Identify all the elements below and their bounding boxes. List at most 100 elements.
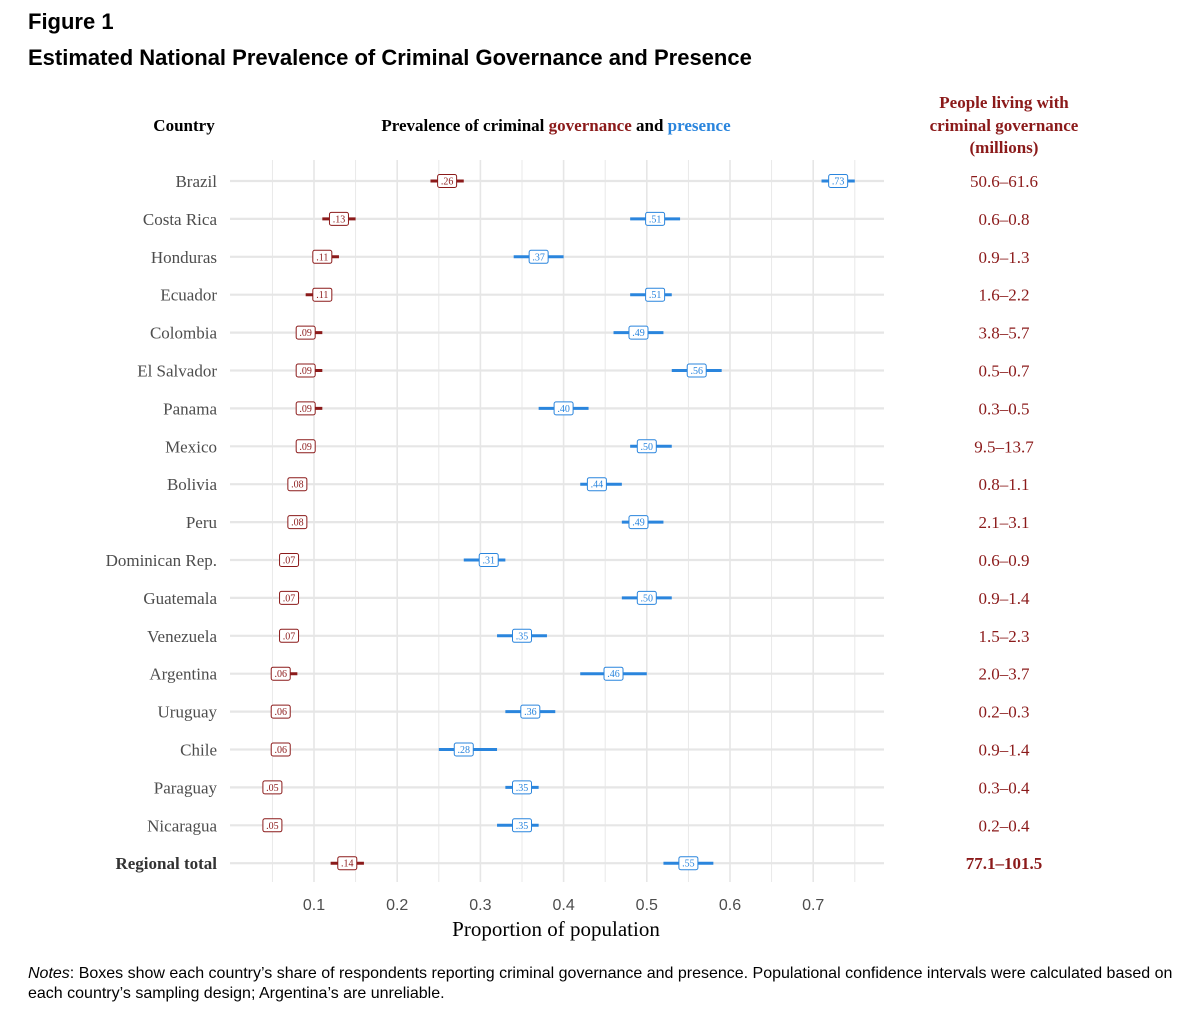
gov-point-box — [262, 818, 283, 833]
country-label: Chile — [180, 741, 217, 760]
x-tick-label: 0.2 — [386, 897, 408, 914]
prevalence-header-governance: governance — [549, 116, 633, 135]
x-tick-label: 0.4 — [552, 897, 574, 914]
governance-value-label: .06 — [274, 707, 287, 718]
presence-value-label: .35 — [516, 821, 529, 832]
country-label: Ecuador — [160, 286, 217, 305]
pres-point-box — [512, 780, 532, 795]
notes-text: : Boxes show each country’s share of res… — [28, 965, 1173, 1002]
country-label: Panama — [163, 399, 217, 418]
x-tick-label: 0.7 — [802, 897, 824, 914]
x-axis: 0.1 0.2 0.3 0.4 0.5 0.6 0.7 — [303, 897, 825, 914]
figure-label: Figure 1 — [28, 9, 114, 34]
gov-point-box — [295, 363, 316, 378]
country-row: Ecuador .11 .51 1.6–2.2 — [160, 286, 1029, 305]
millions-value: 0.9–1.3 — [979, 248, 1030, 267]
country-row: Colombia .09 .49 3.8–5.7 — [150, 324, 1030, 343]
figure-title: Estimated National Prevalence of Crimina… — [28, 45, 752, 70]
notes-label: Notes — [28, 965, 70, 982]
governance-value-label: .05 — [266, 783, 279, 794]
gov-point-box — [312, 249, 333, 264]
gov-point-box — [279, 553, 300, 567]
country-label: Argentina — [149, 665, 217, 684]
presence-value-label: .28 — [458, 745, 471, 756]
country-label: Venezuela — [147, 627, 217, 646]
country-row: Venezuela .07 .35 1.5–2.3 — [147, 627, 1029, 646]
governance-value-label: .09 — [299, 442, 312, 453]
pres-point-box — [603, 666, 624, 681]
pres-point-box — [586, 477, 607, 492]
pres-point-box — [478, 553, 499, 567]
pres-point-box — [512, 628, 532, 643]
grid-layer — [230, 160, 884, 882]
gov-point-box — [270, 704, 291, 719]
x-tick-label: 0.5 — [636, 897, 658, 914]
presence-value-label: .31 — [482, 556, 495, 567]
governance-value-label: .07 — [283, 631, 296, 642]
millions-value: 0.8–1.1 — [979, 475, 1030, 494]
header-layer: Country Prevalence of criminal governanc… — [153, 93, 1079, 157]
presence-value-label: .35 — [516, 783, 529, 794]
country-label: Bolivia — [167, 475, 218, 494]
pres-point-box — [628, 515, 649, 530]
country-row: Mexico .09 .50 9.5–13.7 — [165, 437, 1034, 456]
country-row: Bolivia .08 .44 0.8–1.1 — [167, 475, 1030, 494]
country-row: Costa Rica .13 .51 0.6–0.8 — [143, 210, 1030, 229]
country-label: Guatemala — [143, 589, 217, 608]
country-label: El Salvador — [137, 362, 217, 381]
gov-point-box — [312, 287, 333, 302]
millions-value: 77.1–101.5 — [966, 854, 1043, 873]
country-label: Uruguay — [158, 703, 218, 722]
governance-value-label: .11 — [316, 252, 328, 263]
presence-value-label: .50 — [641, 593, 654, 604]
millions-value: 0.5–0.7 — [979, 362, 1031, 381]
governance-value-label: .07 — [283, 556, 296, 567]
millions-value: 0.9–1.4 — [979, 741, 1031, 760]
people-header-line3: (millions) — [970, 138, 1039, 157]
governance-value-label: .06 — [274, 669, 287, 680]
country-label: Mexico — [165, 437, 217, 456]
millions-value: 0.3–0.4 — [979, 778, 1031, 797]
millions-value: 0.2–0.3 — [979, 703, 1030, 722]
pres-point-box — [636, 590, 657, 605]
presence-value-label: .40 — [557, 404, 570, 415]
prevalence-chart: Country Prevalence of criminal governanc… — [106, 93, 1079, 941]
notes: Notes: Boxes show each country’s share o… — [28, 964, 1178, 1004]
country-row: Uruguay .06 .36 0.2–0.3 — [158, 703, 1030, 722]
country-label: Nicaragua — [147, 816, 217, 835]
presence-value-label: .37 — [532, 252, 545, 263]
prevalence-header-and: and — [632, 116, 668, 135]
presence-value-label: .56 — [690, 366, 703, 377]
gov-point-box — [337, 856, 358, 871]
presence-value-label: .36 — [524, 707, 537, 718]
governance-value-label: .09 — [299, 328, 312, 339]
presence-value-label: .73 — [832, 177, 845, 188]
governance-value-label: .08 — [291, 518, 304, 529]
presence-value-label: .44 — [591, 480, 604, 491]
governance-value-label: .26 — [441, 177, 454, 188]
presence-value-label: .46 — [607, 669, 620, 680]
millions-value: 3.8–5.7 — [979, 324, 1031, 343]
gov-point-box — [279, 590, 300, 605]
gov-point-box — [270, 666, 291, 681]
country-row: Panama .09 .40 0.3–0.5 — [163, 399, 1029, 418]
millions-value: 0.6–0.8 — [979, 210, 1030, 229]
gov-point-box — [262, 780, 283, 795]
millions-value: 50.6–61.6 — [970, 172, 1038, 191]
governance-value-label: .08 — [291, 480, 304, 491]
country-row: Guatemala .07 .50 0.9–1.4 — [143, 589, 1030, 608]
x-tick-label: 0.6 — [719, 897, 741, 914]
presence-value-label: .50 — [641, 442, 654, 453]
millions-value: 0.3–0.5 — [979, 399, 1030, 418]
pres-point-box — [528, 249, 549, 264]
gov-point-box — [287, 515, 308, 530]
pres-point-box — [645, 211, 666, 226]
governance-value-label: .05 — [266, 821, 279, 832]
governance-value-label: .09 — [299, 366, 312, 377]
pres-point-box — [512, 818, 532, 833]
country-label: Paraguay — [154, 778, 218, 797]
millions-value: 1.5–2.3 — [979, 627, 1030, 646]
presence-value-label: .51 — [649, 214, 662, 225]
gov-point-box — [437, 174, 458, 188]
country-label: Dominican Rep. — [106, 551, 217, 570]
